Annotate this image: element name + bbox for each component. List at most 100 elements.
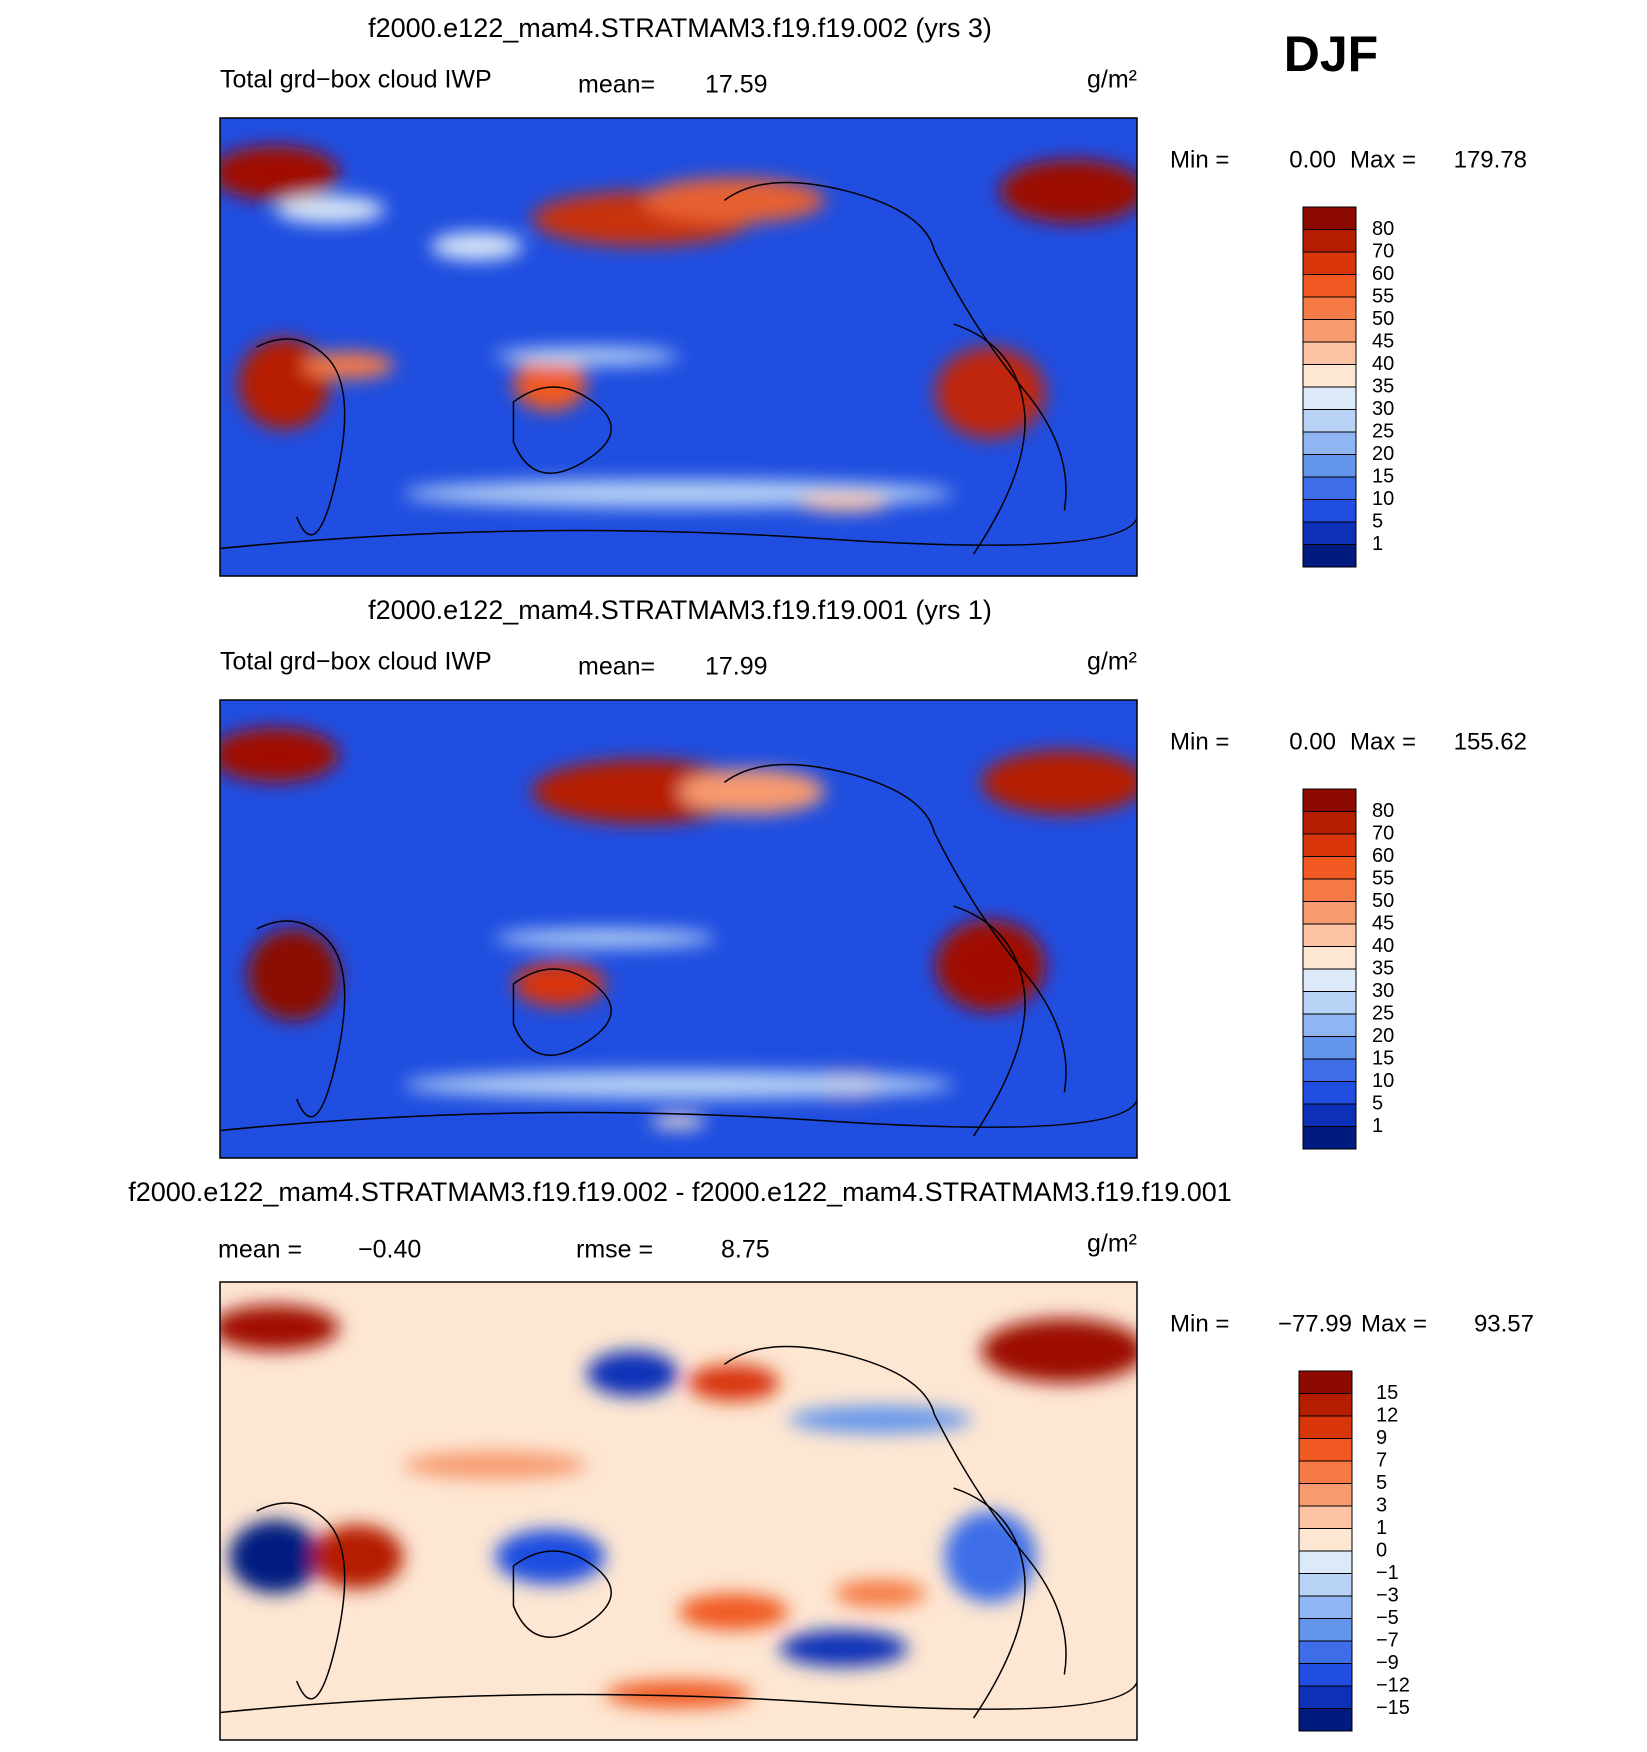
colorbar-label: 5	[1372, 510, 1383, 532]
colorbar-box	[1298, 1640, 1353, 1664]
colorbar-label: 60	[1372, 845, 1394, 867]
field-blob	[495, 929, 716, 948]
colorbar-box	[1302, 901, 1357, 925]
colorbar-box	[1302, 229, 1357, 253]
colorbar-label: 15	[1372, 1047, 1394, 1069]
field-blob	[687, 1364, 780, 1402]
colorbar-label: 80	[1372, 218, 1394, 240]
coastline	[220, 1345, 1137, 1719]
colorbar-box	[1298, 1505, 1353, 1529]
field-blob	[650, 1114, 707, 1129]
colorbar-box	[1298, 1595, 1353, 1619]
colorbar-box	[1302, 1103, 1357, 1127]
max-label: Max =	[1361, 1310, 1427, 1337]
colorbar-box	[1298, 1663, 1353, 1687]
variable-name: Total grd−box cloud IWP	[220, 648, 492, 676]
stat-label: mean=	[578, 653, 655, 681]
map-frame	[219, 1281, 1138, 1741]
field-blob	[430, 232, 523, 260]
colorbar-label: 40	[1372, 935, 1394, 957]
panel-title: f2000.e122_mam4.STRATMAM3.f19.f19.002 (y…	[368, 13, 992, 43]
units: g/m²	[1087, 1230, 1137, 1258]
max-label: Max =	[1350, 146, 1416, 173]
field-blob	[220, 1304, 340, 1351]
colorbar-label: 35	[1372, 957, 1394, 979]
colorbar-box	[1302, 364, 1357, 388]
colorbar-box	[1302, 946, 1357, 970]
field-blob	[311, 1524, 404, 1589]
max-label: Max =	[1350, 728, 1416, 755]
colorbar-label: −5	[1376, 1607, 1399, 1629]
colorbar-box	[1302, 251, 1357, 275]
colorbar-box	[1302, 521, 1357, 545]
field-blob	[220, 727, 340, 783]
colorbar-box	[1298, 1483, 1353, 1507]
colorbar-label: 3	[1376, 1494, 1387, 1516]
colorbar-box	[1298, 1393, 1353, 1417]
map-frame	[219, 699, 1138, 1159]
field-blob	[779, 1630, 908, 1667]
coastline	[220, 763, 1137, 1137]
colorbar-box	[1302, 341, 1357, 365]
colorbar-box	[1298, 1550, 1353, 1574]
colorbar-label: 30	[1372, 980, 1394, 1002]
units: g/m²	[1087, 648, 1137, 676]
colorbar-label: −9	[1376, 1652, 1399, 1674]
colorbar-label: 25	[1372, 1002, 1394, 1024]
units: g/m²	[1087, 66, 1137, 94]
colorbar-box	[1298, 1685, 1353, 1709]
field-blob	[834, 1579, 927, 1608]
colorbar-label: 15	[1372, 465, 1394, 487]
colorbar-box	[1302, 811, 1357, 835]
colorbar-box	[1298, 1618, 1353, 1642]
min-label: Min =	[1170, 1310, 1229, 1337]
min-label: Min =	[1170, 728, 1229, 755]
colorbar-box	[1302, 386, 1357, 410]
colorbar-box	[1298, 1370, 1353, 1394]
field-blob	[513, 356, 587, 412]
field-blob	[229, 1520, 321, 1594]
colorbar-box	[1302, 923, 1357, 947]
colorbar-box	[1298, 1415, 1353, 1439]
colorbar-label: 1	[1372, 1115, 1383, 1137]
stat-label: rmse =	[576, 1236, 653, 1264]
stat-value: 17.59	[705, 71, 768, 99]
map-field	[220, 700, 1137, 1158]
colorbar-box	[1302, 296, 1357, 320]
colorbar-box	[1302, 788, 1357, 812]
colorbar-box	[1302, 856, 1357, 880]
field-blob	[275, 195, 386, 224]
min-value: −77.99	[1278, 1310, 1352, 1337]
field-blob	[605, 1680, 752, 1708]
field-blob	[302, 351, 395, 380]
max-value: 155.62	[1454, 728, 1527, 755]
field-blob	[403, 1451, 587, 1479]
colorbar-label: 45	[1372, 330, 1394, 352]
colorbar-box	[1302, 878, 1357, 902]
field-blob	[678, 1593, 789, 1631]
field-blob	[935, 347, 1046, 439]
colorbar-box	[1302, 319, 1357, 343]
colorbar-box	[1302, 968, 1357, 992]
field-blob	[678, 768, 826, 815]
stat-label: mean=	[578, 71, 655, 99]
colorbar-label: 35	[1372, 375, 1394, 397]
field-blob	[495, 1529, 606, 1585]
min-value: 0.00	[1289, 728, 1336, 755]
colorbar-label: 30	[1372, 398, 1394, 420]
colorbar-label: 70	[1372, 822, 1394, 844]
max-value: 93.57	[1474, 1310, 1534, 1337]
field-blob	[999, 159, 1137, 224]
coastline	[220, 181, 1137, 555]
colorbar-box	[1302, 991, 1357, 1015]
colorbar-label: 50	[1372, 308, 1394, 330]
field-blob	[247, 929, 340, 1021]
stat-value: −0.40	[358, 1236, 421, 1264]
map-field	[220, 1282, 1137, 1740]
stat-value: 17.99	[705, 653, 768, 681]
field-blob	[513, 961, 606, 1007]
colorbar-box	[1302, 1081, 1357, 1105]
min-value: 0.00	[1289, 146, 1336, 173]
colorbar-label: −3	[1376, 1584, 1399, 1606]
